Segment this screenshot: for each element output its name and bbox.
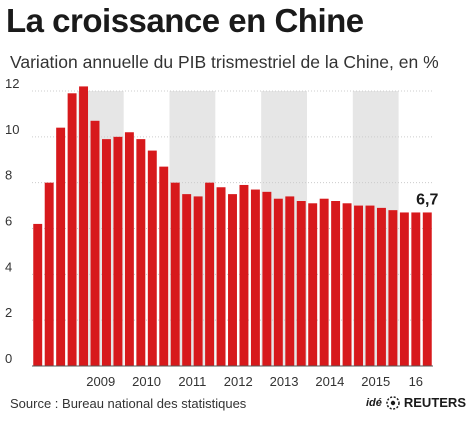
bar-2016-T3 [422, 212, 432, 366]
y-tick-label: 0 [5, 351, 12, 366]
last-value-label: 6,7 [416, 191, 438, 208]
bar-2013-T4 [296, 201, 306, 366]
bar-2012-T3 [239, 184, 249, 366]
bar-2010-T3 [147, 150, 157, 366]
bar-2016-T1 [399, 212, 409, 366]
y-tick-label: 6 [5, 214, 12, 229]
x-tick-label-2013: 2013 [270, 374, 299, 389]
bar-2016-T2 [411, 212, 421, 366]
y-tick-label: 4 [5, 259, 12, 274]
bar-2011-T2 [182, 194, 192, 366]
x-tick-label-16: 16 [409, 374, 423, 389]
bar-2013-T1 [262, 191, 272, 366]
x-tick-label-2012: 2012 [224, 374, 253, 389]
bar-2011-T4 [205, 182, 215, 366]
y-tick-label: 10 [5, 122, 19, 137]
y-tick-label: 8 [5, 168, 12, 183]
chart-title: La croissance en Chine [6, 2, 364, 39]
bar-2015-T1 [354, 205, 363, 366]
x-tick-label-2011: 2011 [178, 374, 206, 389]
bar-2009-T4 [113, 136, 123, 366]
bar-2015-T3 [376, 207, 386, 366]
bar-2012-T4 [250, 189, 260, 366]
x-tick-label-2014: 2014 [315, 374, 344, 389]
bar-2015-T4 [388, 210, 398, 366]
source-note: Source : Bureau national des statistique… [10, 396, 247, 411]
bar-2014-T4 [342, 203, 352, 366]
x-tick-label-2010: 2010 [132, 374, 161, 389]
bar-2008-T2 [44, 182, 54, 366]
bar-chart: 0 2 4 6 8 10 12 2009 2010 2011 2012 2013 2014 2015 16 6… [5, 76, 438, 389]
logo-brand: REUTERS [403, 395, 466, 410]
bar-2008-T3 [56, 127, 66, 367]
y-tick-label: 2 [5, 305, 12, 320]
logo-prefix: idé [365, 396, 382, 409]
bar-2011-T1 [170, 182, 180, 366]
bar-2010-T1 [124, 132, 134, 366]
bar-2014-T3 [331, 201, 341, 366]
y-tick-label: 12 [5, 76, 19, 91]
bar-2009-T3 [102, 139, 111, 366]
bar-2008-T1 [33, 223, 43, 366]
x-tick-label-2009: 2009 [86, 374, 115, 389]
bar-2012-T2 [228, 194, 237, 366]
bar-2013-T3 [285, 196, 295, 366]
reuters-logo: idé REUTERS [366, 395, 466, 410]
bar-2010-T4 [159, 166, 169, 366]
bar-2012-T1 [216, 187, 226, 366]
bar-2010-T2 [136, 139, 146, 366]
bar-2009-T2 [90, 120, 100, 367]
x-tick-label-2015: 2015 [361, 374, 390, 389]
bar-2011-T3 [193, 196, 203, 366]
bar-2014-T2 [319, 198, 329, 366]
bar-2008-T4 [67, 93, 77, 367]
reuters-dots-icon [386, 395, 400, 410]
chart-subtitle: Variation annuelle du PIB trismestriel d… [10, 52, 439, 72]
bar-2013-T2 [273, 198, 283, 366]
bar-2015-T2 [365, 205, 375, 366]
bar-2014-T1 [308, 203, 318, 366]
bar-2009-T1 [79, 86, 89, 367]
